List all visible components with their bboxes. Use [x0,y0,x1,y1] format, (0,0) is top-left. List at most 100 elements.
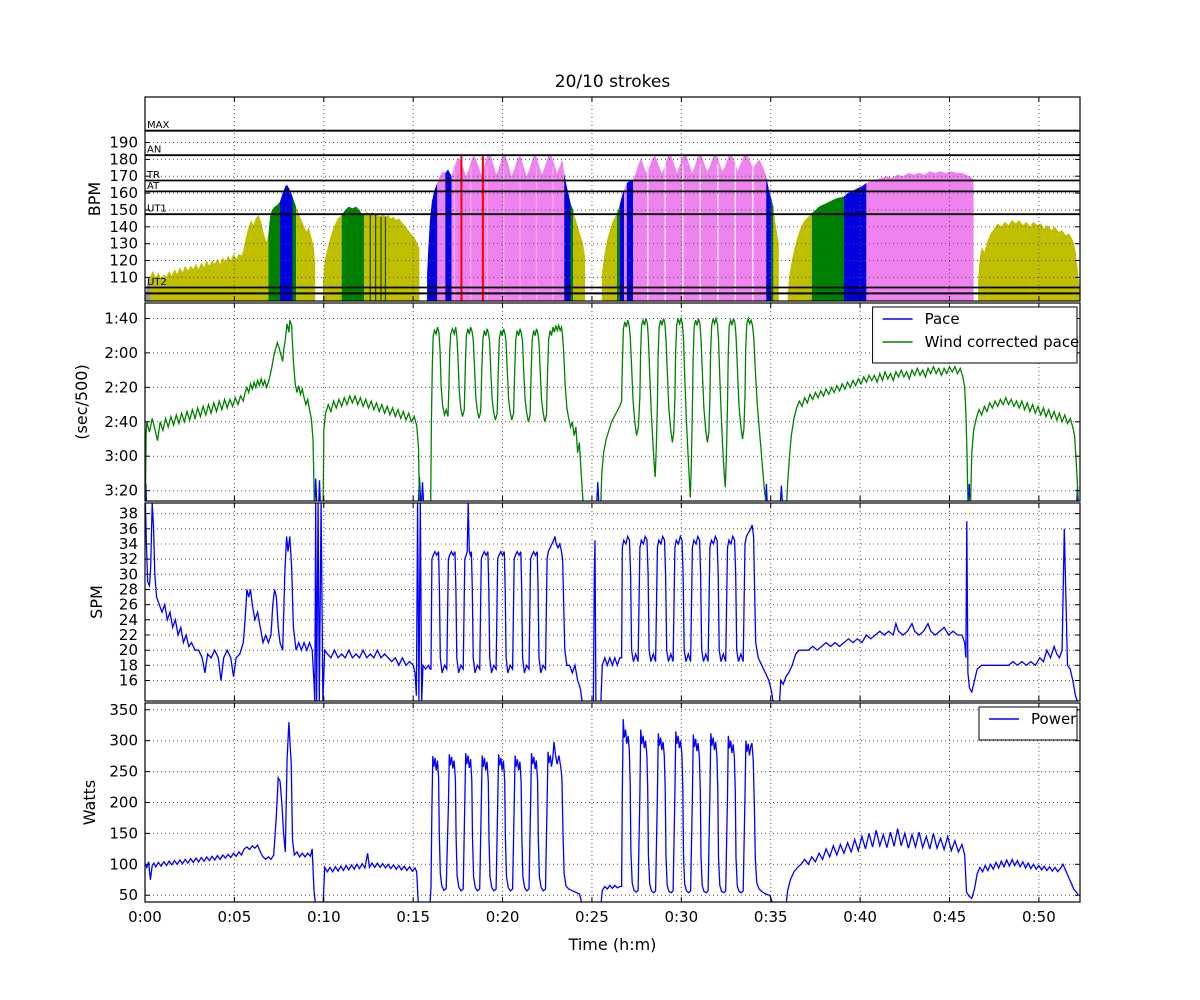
y-tick-label: 32 [119,550,138,568]
chart-title: 20/10 strokes [554,72,671,92]
y-tick-label: 34 [119,535,138,553]
y-tick-label: 16 [119,672,138,690]
hr-zone-area [844,183,867,301]
hr-zone-area [570,203,574,301]
y-tick-label: 170 [109,167,138,185]
axes-frame [144,502,1081,702]
y-tick-label: 26 [119,596,138,614]
y-tick-label: 18 [119,656,138,674]
hr-zone-area [866,171,974,301]
power-panel: 50 100 150 200 250 300 350 Watts Power [80,701,1081,904]
hr-zone-area [619,189,625,301]
y-tick-label: 250 [109,763,138,781]
y-tick-label: 22 [119,626,138,644]
y-tick-label: 300 [109,732,138,750]
x-tick-label: 0:10 [307,908,341,926]
y-tick-label: 50 [119,886,138,904]
hr-zone-area [573,210,586,301]
y-tick-label: 1:40 [104,310,138,328]
series-power [144,719,1079,903]
hr-zone-area [296,206,316,301]
y-tick-label: 100 [109,855,138,873]
x-tick-label: 0:20 [486,908,520,926]
hr-zone-area [341,206,364,301]
legend-label: Pace [925,310,960,328]
y-tick-label: 38 [119,505,138,523]
zone-label-an: AN [147,145,161,156]
hr-zone-area [771,199,774,301]
y-tick-label: 24 [119,611,138,629]
y-tick-label: 200 [109,794,138,812]
x-tick-label: 0:25 [575,908,609,926]
legend-label: Power [1031,710,1077,728]
legend: Pace Wind corrected pace [872,306,1080,364]
y-tick-label: 2:00 [104,344,138,362]
y-axis-label-stroke-rate: SPM [87,585,106,619]
x-axis-label: Time (h:m) [568,935,657,954]
zone-label-at: AT [147,181,160,192]
x-tick-label: 0:05 [218,908,252,926]
x-axis: 0:00 0:05 0:10 0:15 0:20 0:25 0:30 0:35 0:40 0:45… [128,908,1056,954]
hr-zone-area [773,210,779,301]
x-tick-label: 0:50 [1022,908,1056,926]
y-tick-label: 30 [119,565,138,583]
y-tick-label: 140 [109,218,138,236]
x-tick-label: 0:15 [396,908,430,926]
y-tick-label: 150 [109,824,138,842]
hr-zone-area [268,201,280,301]
y-tick-label: 150 [109,201,138,219]
y-axis-label-power: Watts [80,780,99,825]
zone-label-tr: TR [146,170,160,181]
hr-zone-area [617,204,620,301]
y-tick-label: 28 [119,581,138,599]
y-tick-label: 20 [119,641,138,659]
hr-zone-area [437,171,446,301]
y-tick-label: 180 [109,150,138,168]
y-tick-label: 3:00 [104,447,138,465]
series-spm [144,502,1078,702]
x-tick-label: 0:40 [843,908,877,926]
x-tick-label: 0:35 [754,908,788,926]
hr-zone-area [445,169,452,301]
pace-panel: 1:40 2:00 2:20 2:40 3:00 3:20 (sec/500) Pace Win… [72,302,1081,502]
zone-label-max: MAX [147,120,169,131]
series-wind-corrected-pace [144,315,1079,502]
hr-zone-area [364,211,420,301]
axes-frame [144,96,1081,302]
y-tick-label: 2:20 [104,378,138,396]
hr-zone-area [766,176,772,301]
hr-zone-area [292,196,297,301]
hr-zone-area [787,213,812,301]
hr-zone-area [624,183,627,301]
hr-zone-area [150,215,269,301]
zone-label-ut1: UT1 [147,204,167,215]
legend-label: Wind corrected pace [925,333,1080,351]
y-tick-label: 120 [109,252,138,270]
hr-zone-area [626,179,634,301]
y-tick-label: 2:40 [104,413,138,431]
y-axis-label-heart-rate: BPM [85,182,104,216]
x-tick-label: 0:00 [128,908,162,926]
hr-zone-area [451,154,565,301]
y-axis-label-pace: (sec/500) [72,364,91,439]
y-tick-label: 190 [109,134,138,152]
hr-zone-area [564,172,571,301]
x-tick-label: 0:30 [664,908,698,926]
hr-zone-area [811,196,844,301]
y-tick-label: 110 [109,268,138,286]
x-tick-label: 0:45 [933,908,967,926]
hr-zone-area [427,183,438,301]
series-pace [144,476,1079,502]
legend: Power [978,706,1078,741]
y-tick-label: 350 [109,701,138,719]
hr-zone-area [280,184,293,301]
y-tick-label: 160 [109,184,138,202]
y-tick-label: 130 [109,235,138,253]
y-tick-label: 3:20 [104,482,138,500]
hr-zone-area [601,213,617,301]
axes-frame [144,302,1081,502]
